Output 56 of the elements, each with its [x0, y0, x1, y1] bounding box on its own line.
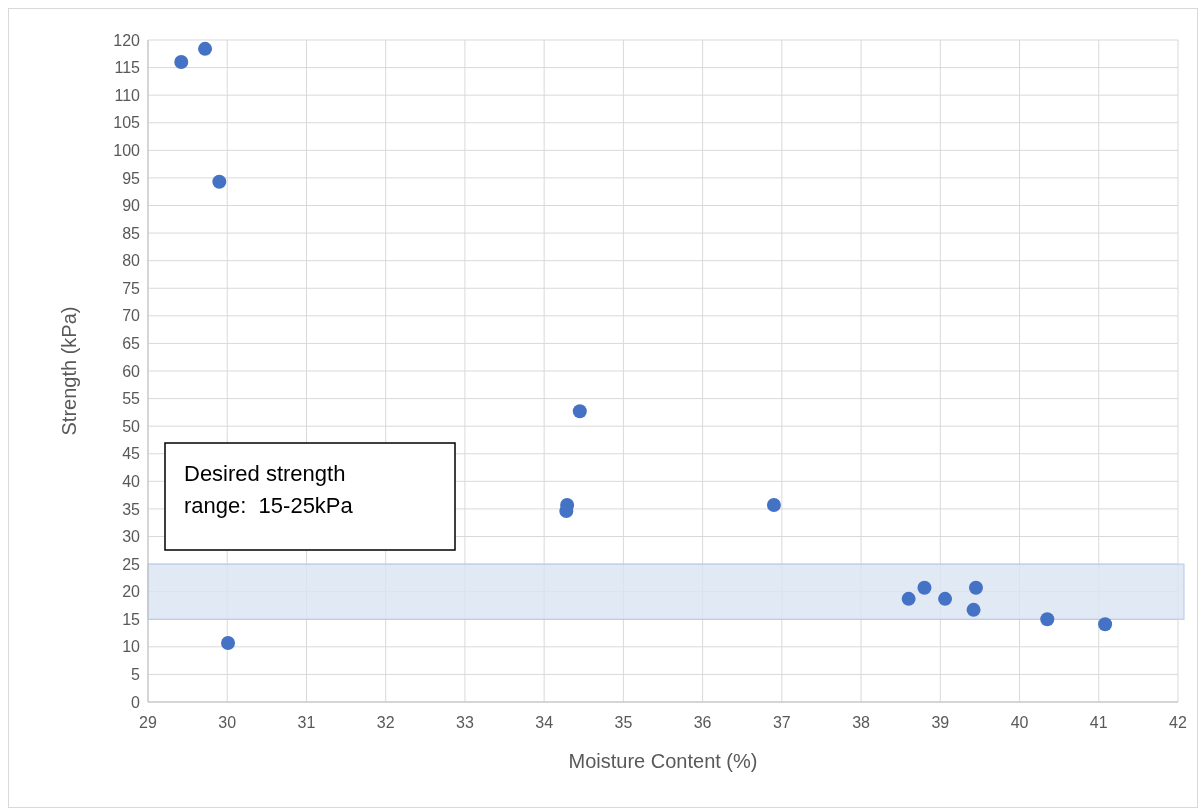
y-tick-label: 5 — [131, 666, 141, 684]
x-tick-label: 35 — [614, 714, 633, 731]
point — [221, 635, 236, 650]
y-tick-label: 100 — [113, 141, 141, 159]
y-tick-label: 0 — [131, 693, 141, 711]
x-tick-label: 29 — [139, 714, 157, 731]
x-tick-label: 36 — [693, 714, 712, 731]
y-tick-label: 45 — [122, 445, 141, 463]
point — [968, 580, 983, 595]
x-tick-label: 39 — [931, 714, 950, 731]
point — [198, 41, 213, 56]
y-tick-label: 75 — [122, 279, 141, 297]
y-tick-label: 115 — [114, 59, 141, 77]
x-tick-label: 37 — [772, 714, 791, 731]
y-tick-label: 30 — [122, 528, 141, 546]
x-tick-label: 33 — [456, 714, 474, 731]
y-axis-title: Strength (kPa) — [58, 306, 80, 436]
point — [212, 174, 227, 189]
y-tick-label: 55 — [122, 390, 141, 408]
y-tick-label: 110 — [114, 86, 141, 104]
y-tick-label: 120 — [113, 31, 141, 49]
point — [901, 591, 916, 606]
point — [1040, 612, 1055, 627]
annotation: Desired strength range: 15-25kPa — [183, 460, 354, 520]
x-tick-label: 42 — [1169, 714, 1187, 731]
point — [917, 580, 932, 595]
point — [1098, 617, 1113, 632]
y-tick-label: 25 — [122, 555, 141, 573]
y-tick-label: 80 — [122, 252, 141, 270]
y-tick-label: 40 — [122, 472, 141, 490]
y-tick-label: 105 — [113, 114, 141, 132]
y-tick-label: 90 — [122, 197, 141, 215]
x-tick-label: 40 — [1010, 714, 1029, 731]
point — [938, 591, 953, 606]
y-tick-label: 85 — [122, 224, 141, 242]
point — [174, 55, 189, 70]
y-tick-label: 50 — [122, 417, 141, 435]
point — [966, 602, 981, 617]
y-tick-label: 60 — [122, 362, 141, 380]
x-tick-label: 41 — [1089, 714, 1108, 731]
y-tick-label: 95 — [122, 169, 141, 187]
point — [572, 404, 587, 419]
point — [559, 504, 574, 519]
x-axis-title: Moisture Content (%) — [568, 750, 758, 772]
x-tick-label: 34 — [535, 714, 554, 731]
y-tick-label: 20 — [122, 583, 141, 601]
x-tick-label: 31 — [297, 714, 316, 731]
y-tick-label: 70 — [122, 307, 141, 325]
x-tick-label: 30 — [218, 714, 237, 731]
y-tick-label: 15 — [122, 610, 141, 628]
y-tick-label: 35 — [122, 500, 141, 518]
y-tick-label: 10 — [122, 638, 141, 656]
y-tick-label: 65 — [122, 335, 141, 353]
point — [766, 498, 781, 513]
x-tick-label: 32 — [376, 714, 395, 731]
x-tick-label: 38 — [852, 714, 871, 731]
